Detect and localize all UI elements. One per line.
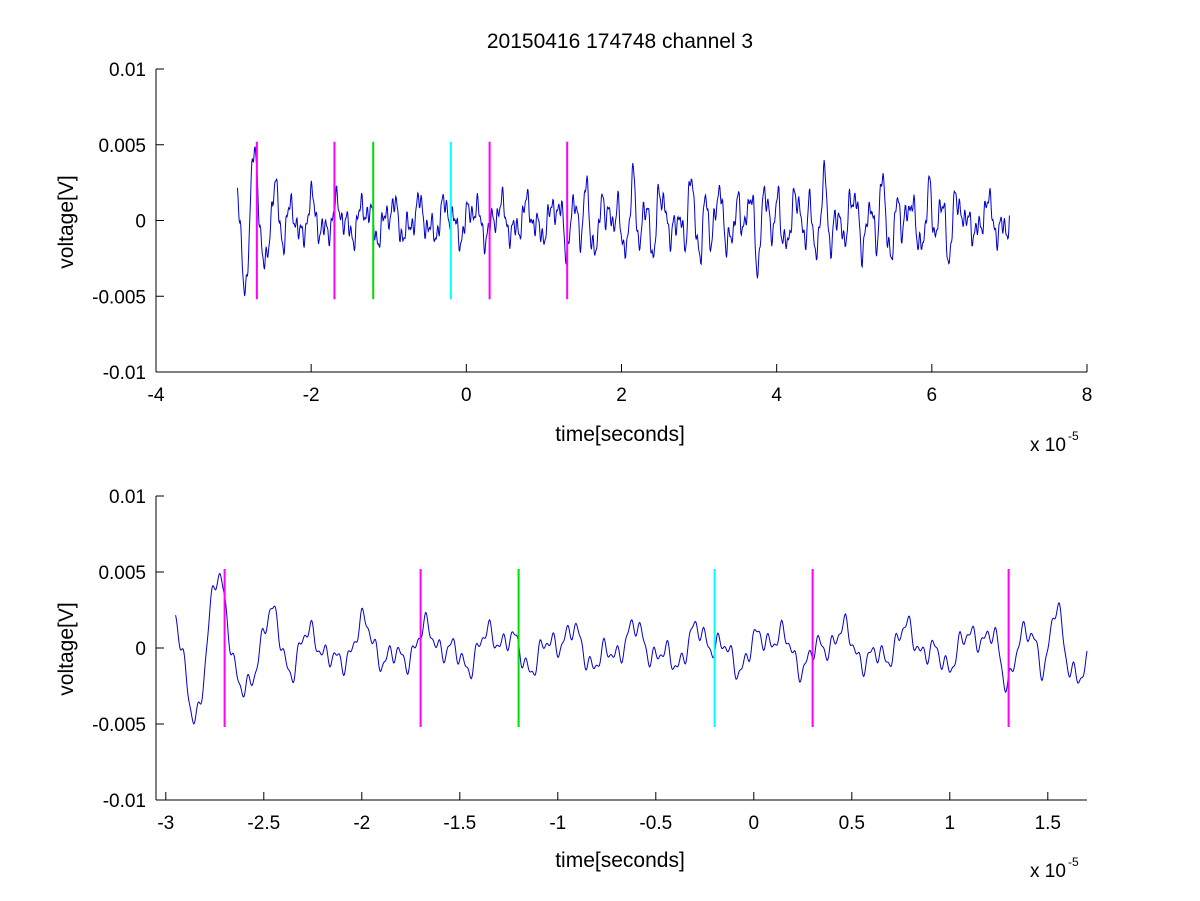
top-x-axis-label: time[seconds] [555, 423, 685, 446]
top-x-exponent: -5 [1068, 429, 1079, 443]
x-tick-label: 0 [461, 385, 472, 406]
top-plot: -4 -2 0 2 4 6 8 -0.01 -0.005 0 0.005 0.01 time[seco… [55, 60, 1092, 456]
bottom-axes: -3 -2.5 -2 -1.5 -1 -0.5 0 0.5 1 1.5 -0.01 -0.005 0 0.… [92, 487, 1087, 834]
x-tick-label: 8 [1082, 385, 1093, 406]
x-tick-label: 2 [616, 385, 627, 406]
x-tick-label: -3 [157, 813, 174, 834]
x-tick-label: 6 [927, 385, 938, 406]
x-tick-label: -2 [303, 385, 320, 406]
top-y-axis-label: voltage[V] [55, 175, 78, 268]
x-tick-label: -2 [353, 813, 370, 834]
bottom-plot: -3 -2.5 -2 -1.5 -1 -0.5 0 0.5 1 1.5 -0.01 -0.005 0 0.… [55, 487, 1088, 882]
x-tick-label: -2.5 [247, 813, 280, 834]
top-x-multiplier: x 10 [1030, 435, 1066, 456]
top-axes: -4 -2 0 2 4 6 8 -0.01 -0.005 0 0.005 0.01 [92, 60, 1092, 406]
bottom-x-axis-label: time[seconds] [555, 849, 685, 872]
y-tick-label: 0.005 [98, 136, 146, 157]
chart-title: 20150416 174748 channel 3 [487, 30, 753, 53]
y-tick-label: 0 [135, 212, 146, 233]
x-tick-label: 1 [945, 813, 956, 834]
x-tick-label: 1.5 [1035, 813, 1061, 834]
y-tick-label: 0 [135, 639, 146, 660]
bottom-x-multiplier: x 10 [1030, 861, 1066, 882]
x-tick-label: -1 [549, 813, 566, 834]
x-tick-label: -4 [148, 385, 165, 406]
top-markers [255, 141, 569, 300]
bottom-signal-line [175, 572, 1088, 725]
x-tick-label: 4 [771, 385, 782, 406]
y-tick-label: 0.005 [98, 563, 146, 584]
y-tick-label: -0.01 [103, 791, 146, 812]
y-tick-label: -0.005 [92, 287, 146, 308]
x-tick-label: -1.5 [443, 813, 476, 834]
x-tick-label: 0 [749, 813, 760, 834]
y-tick-label: -0.005 [92, 715, 146, 736]
x-tick-label: 0.5 [839, 813, 865, 834]
bottom-y-axis-label: voltage[V] [55, 602, 78, 695]
bottom-markers [223, 568, 1010, 728]
y-tick-label: 0.01 [109, 487, 146, 508]
x-tick-label: -0.5 [639, 813, 672, 834]
bottom-x-exponent: -5 [1068, 855, 1079, 869]
y-tick-label: 0.01 [109, 60, 146, 81]
top-signal-line [236, 146, 1010, 297]
y-tick-label: -0.01 [103, 363, 146, 384]
